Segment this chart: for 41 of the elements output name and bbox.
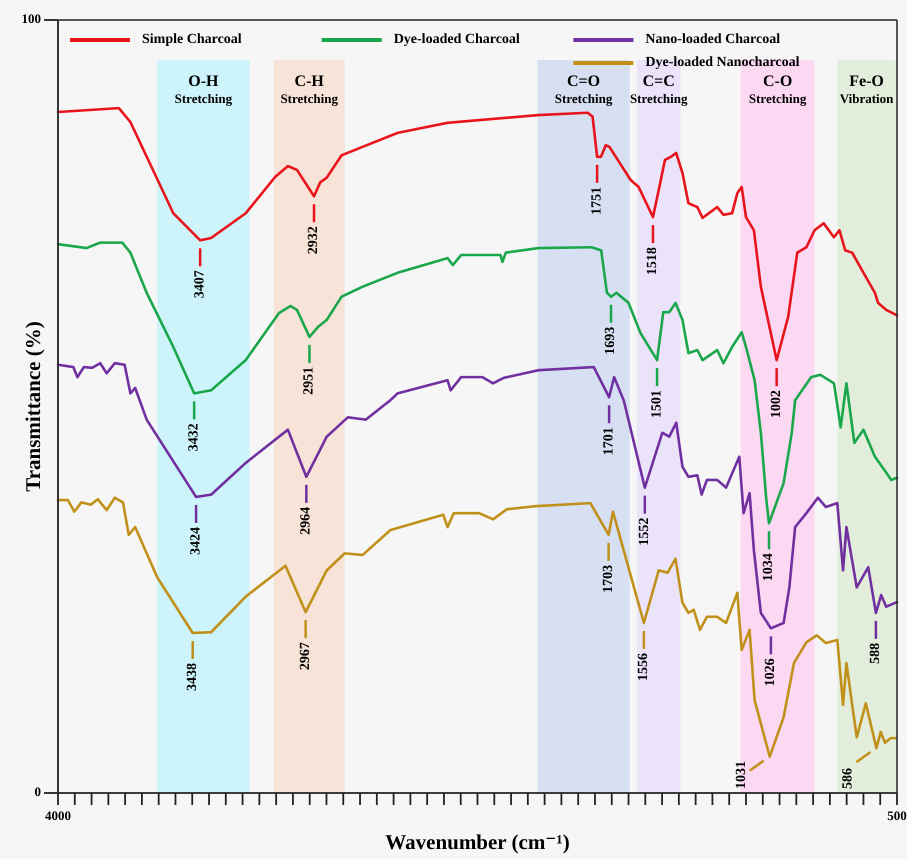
annotation: 1026 — [763, 658, 778, 686]
legend-label: Nano-loaded Charcoal — [645, 32, 780, 48]
x-axis-title: Wavenumber (cm⁻¹) — [385, 830, 570, 854]
annotation: 1501 — [649, 390, 664, 418]
annotation: 3424 — [188, 526, 204, 555]
band-label: O-H Stretching — [174, 73, 233, 106]
annotation: 1556 — [636, 652, 652, 681]
line-series — [56, 496, 898, 758]
line-series — [56, 362, 898, 630]
band-label: C=C Stretching — [630, 73, 688, 106]
annotation: 2932 — [306, 226, 322, 254]
annotation: 1552 — [637, 518, 652, 546]
annotation: 2964 — [298, 506, 314, 535]
y-axis-title: Transmittance (%) — [21, 321, 45, 492]
annotation: 2951 — [302, 366, 317, 395]
annotation: 3432 — [186, 423, 202, 452]
annotation: 1518 — [645, 247, 660, 276]
band-label: C-H Stretching — [280, 73, 338, 106]
legend-label: Simple Charcoal — [142, 32, 242, 48]
band-label: C-O Stretching — [748, 73, 807, 106]
annotation: 1693 — [603, 326, 618, 355]
annotation: 1751 — [589, 186, 604, 215]
x-tick-label: 4000 — [45, 808, 71, 823]
annotation: 588 — [868, 642, 884, 664]
line-series — [56, 106, 898, 362]
annotation: 1701 — [601, 427, 616, 456]
annotation: 1031 — [734, 761, 749, 789]
y-tick-label: 0 — [34, 784, 41, 799]
legend-label: Dye-loaded Charcoal — [394, 32, 520, 48]
annotation: 1703 — [600, 564, 616, 593]
legend-label: Dye-loaded Nanocharcoal — [645, 55, 800, 70]
y-tick-label: 100 — [22, 10, 41, 26]
band-label: Fe-O Vibration — [840, 73, 894, 106]
annotation: 2967 — [298, 642, 313, 670]
annotation: 1034 — [761, 553, 776, 582]
annotation: 1002 — [768, 390, 784, 418]
x-tick-label: 500 — [887, 808, 907, 823]
band-label: C=O Stretching — [554, 73, 613, 106]
annotation: 586 — [840, 768, 856, 789]
annotation: 3438 — [184, 662, 200, 691]
annotation: 3407 — [192, 270, 208, 298]
